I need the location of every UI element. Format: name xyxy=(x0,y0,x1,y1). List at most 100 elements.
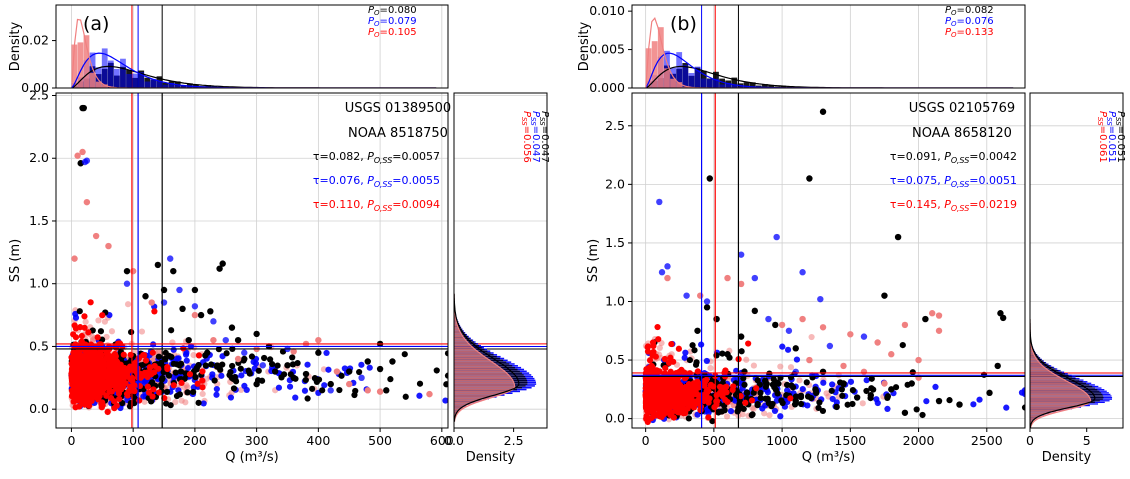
scatter-point-red xyxy=(156,389,163,396)
scatter-point-red xyxy=(661,355,668,363)
scatter-point-red_light xyxy=(169,339,176,346)
scatter-point-black xyxy=(207,308,214,315)
right-hist-bar xyxy=(454,315,456,318)
scatter-point-black xyxy=(383,387,390,394)
scatter-point-black xyxy=(208,361,215,368)
right-hist-bar xyxy=(454,344,472,347)
scatter-point-black xyxy=(401,351,408,358)
y-tick-label: 2.0 xyxy=(605,176,625,191)
scatter-point-blue xyxy=(442,397,448,404)
scatter-point-black xyxy=(819,407,827,415)
x-tick-label: 0 xyxy=(642,433,650,448)
scatter-point-red xyxy=(85,329,92,336)
scatter-point-blue xyxy=(976,396,983,403)
scatter-point-blue xyxy=(773,397,780,404)
p-ss-value: 0.047 xyxy=(539,134,550,163)
scatter-point-black xyxy=(844,401,851,408)
scatter-point-red xyxy=(71,255,78,262)
scatter-point-black xyxy=(769,381,776,388)
scatter-point-black xyxy=(352,387,359,395)
scatter-point-red xyxy=(122,370,129,378)
scatter-point-black xyxy=(797,394,805,401)
scatter-point-black xyxy=(709,418,716,425)
scatter-point-red xyxy=(76,344,83,351)
top-hist-bar xyxy=(205,85,211,88)
scatter-point-black xyxy=(416,380,424,387)
scatter-point-blue xyxy=(777,413,784,420)
p-ss-symbol: P xyxy=(539,111,550,118)
scatter-point-red_light xyxy=(739,411,746,418)
top-hist-bar xyxy=(132,73,139,88)
scatter-point-black xyxy=(128,328,135,336)
scatter-point-red_light xyxy=(182,399,189,406)
right-hist-bar xyxy=(454,343,470,345)
scatter-point-black xyxy=(713,352,720,359)
scatter-point-black xyxy=(816,399,823,406)
p-oss-eq: = xyxy=(392,174,401,187)
scatter-point-red xyxy=(90,362,97,369)
scatter-point-black xyxy=(732,391,740,399)
x-tick-label: 300 xyxy=(245,433,269,448)
top-hist-bar xyxy=(113,68,120,88)
scatter-point-black xyxy=(443,381,448,388)
scatter-point-black xyxy=(248,353,256,360)
scatter-point-black xyxy=(946,397,953,404)
y-tick-label: 0.5 xyxy=(29,338,49,353)
top-hist-bar xyxy=(168,83,175,88)
right-hist-bar xyxy=(454,385,515,387)
scatter-point-black xyxy=(197,311,205,319)
tau-value: 0.082 xyxy=(329,150,361,163)
scatter-point-blue xyxy=(358,374,365,382)
scatter-point-black xyxy=(389,358,396,365)
right-hist-bar xyxy=(454,396,494,398)
y-tick-label: 0.0 xyxy=(605,411,625,426)
scatter-point-red xyxy=(74,152,81,159)
right-hist-bar xyxy=(454,401,477,404)
scatter-point-blue xyxy=(1018,389,1025,396)
scatter-point-black xyxy=(868,385,875,392)
scatter-point-blue xyxy=(703,357,710,365)
right-hist-bar xyxy=(454,365,498,367)
scatter-point-red xyxy=(70,392,77,399)
scatter-point-black xyxy=(892,384,900,391)
scatter-point-red xyxy=(129,267,137,275)
scatter-point-red xyxy=(713,398,720,405)
scatter-point-black xyxy=(762,383,769,390)
scatter-point-black xyxy=(304,395,311,402)
scatter-point-red xyxy=(105,242,112,250)
x-tick-label: 600 xyxy=(430,433,454,448)
scatter-point-black xyxy=(289,361,297,368)
y-tick-label: 2.5 xyxy=(605,118,625,133)
scatter-point-black xyxy=(762,377,769,384)
scatter-point-black xyxy=(849,400,856,408)
p-oss-value: 0.0057 xyxy=(402,150,441,163)
p-ss-subscript: SS xyxy=(520,117,528,126)
top-hist-bar xyxy=(77,42,84,88)
top-hist-bar xyxy=(95,81,102,88)
scatter-point-red xyxy=(210,336,217,344)
right-hist-bar xyxy=(454,410,460,413)
scatter-point-red xyxy=(82,349,90,356)
top-hist-bar xyxy=(138,72,145,88)
scatter-point-red xyxy=(662,364,669,372)
scatter-cloud xyxy=(68,104,448,416)
scatter-point-blue xyxy=(727,408,735,415)
top-hist-bar xyxy=(101,84,108,88)
scatter-point-blue xyxy=(847,378,855,385)
scatter-point-black xyxy=(123,267,131,275)
scatter-point-blue xyxy=(304,361,311,368)
right-x-axis-label: Density xyxy=(466,450,516,465)
scatter-point-black xyxy=(284,362,291,369)
scatter-point-black xyxy=(131,394,138,402)
p-oss-subscript: O,SS xyxy=(374,156,392,165)
x-tick-label: 2500 xyxy=(971,433,1003,448)
scatter-point-black xyxy=(778,397,785,404)
scatter-point-red xyxy=(70,353,77,360)
scatter-point-black xyxy=(315,376,323,383)
scatter-point-blue xyxy=(218,372,225,379)
scatter-point-black xyxy=(219,260,226,267)
scatter-point-red xyxy=(191,311,199,319)
scatter-point-black xyxy=(803,379,810,386)
scatter-point-red xyxy=(78,380,85,387)
y-tick-label: 0.5 xyxy=(605,352,625,367)
